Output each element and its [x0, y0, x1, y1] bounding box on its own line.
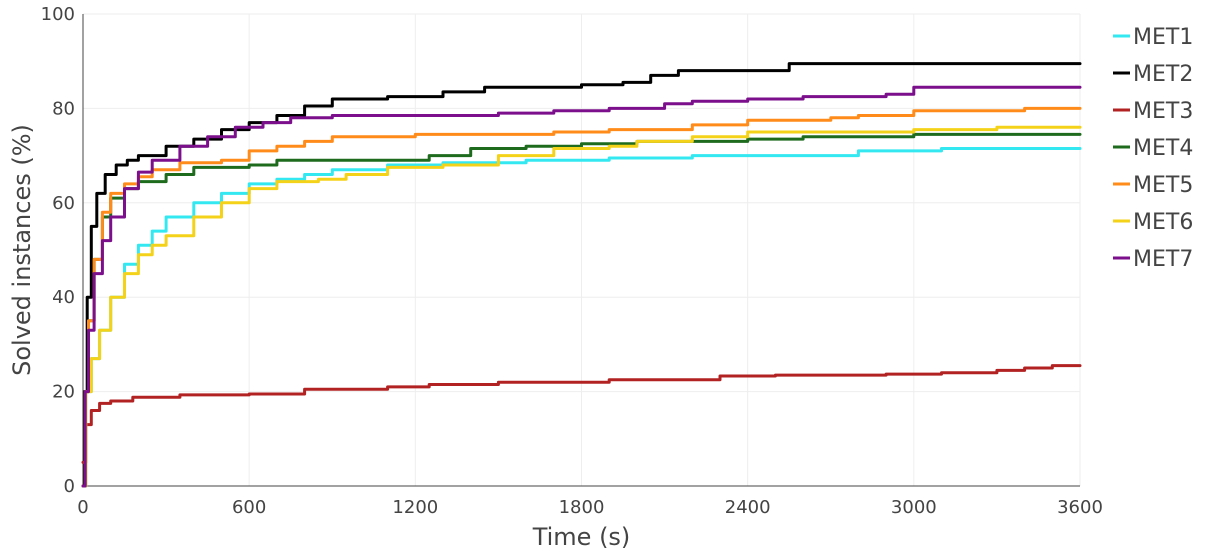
x-tick-label: 3000 — [891, 497, 937, 518]
series-line-met5 — [81, 106, 1082, 488]
x-tick-label: 1200 — [392, 497, 438, 518]
legend-item-met5[interactable]: MET5 — [1113, 173, 1193, 198]
legend-label: MET1 — [1133, 25, 1193, 50]
series-line-met6 — [81, 125, 1082, 488]
legend-item-met2[interactable]: MET2 — [1113, 62, 1193, 87]
x-tick-label: 600 — [232, 497, 266, 518]
x-tick-label: 2400 — [725, 497, 771, 518]
legend-label: MET5 — [1133, 173, 1193, 198]
legend-label: MET7 — [1133, 247, 1193, 272]
x-axis-title: Time (s) — [532, 523, 631, 551]
y-tick-label: 100 — [41, 4, 75, 25]
legend-item-met6[interactable]: MET6 — [1113, 210, 1193, 235]
series-lines — [81, 62, 1082, 488]
legend-label: MET4 — [1133, 136, 1193, 161]
y-tick-label: 80 — [52, 98, 75, 119]
x-tick-label: 0 — [77, 497, 88, 518]
legend-item-met7[interactable]: MET7 — [1113, 247, 1193, 272]
legend-item-met3[interactable]: MET3 — [1113, 99, 1193, 124]
legend-item-met4[interactable]: MET4 — [1113, 136, 1193, 161]
axes: 0 20 40 60 80 100 0 600 1200 1800 2400 3000 3600 — [41, 4, 1103, 518]
y-axis-title: Solved instances (%) — [8, 124, 36, 376]
legend-label: MET3 — [1133, 99, 1193, 124]
legend-label: MET6 — [1133, 210, 1193, 235]
y-tick-label: 40 — [52, 287, 75, 308]
legend-item-met1[interactable]: MET1 — [1113, 25, 1193, 50]
legend-label: MET2 — [1133, 62, 1193, 87]
y-tick-label: 0 — [64, 476, 75, 497]
y-tick-label: 60 — [52, 193, 75, 214]
series-line-met7 — [81, 85, 1082, 488]
x-tick-label: 1800 — [559, 497, 605, 518]
y-tick-label: 20 — [52, 382, 75, 403]
legend: MET1 MET2 MET3 MET4 MET5 MET6 MET7 — [1113, 25, 1193, 272]
x-tick-label: 3600 — [1057, 497, 1103, 518]
series-line-met3 — [81, 364, 1082, 464]
